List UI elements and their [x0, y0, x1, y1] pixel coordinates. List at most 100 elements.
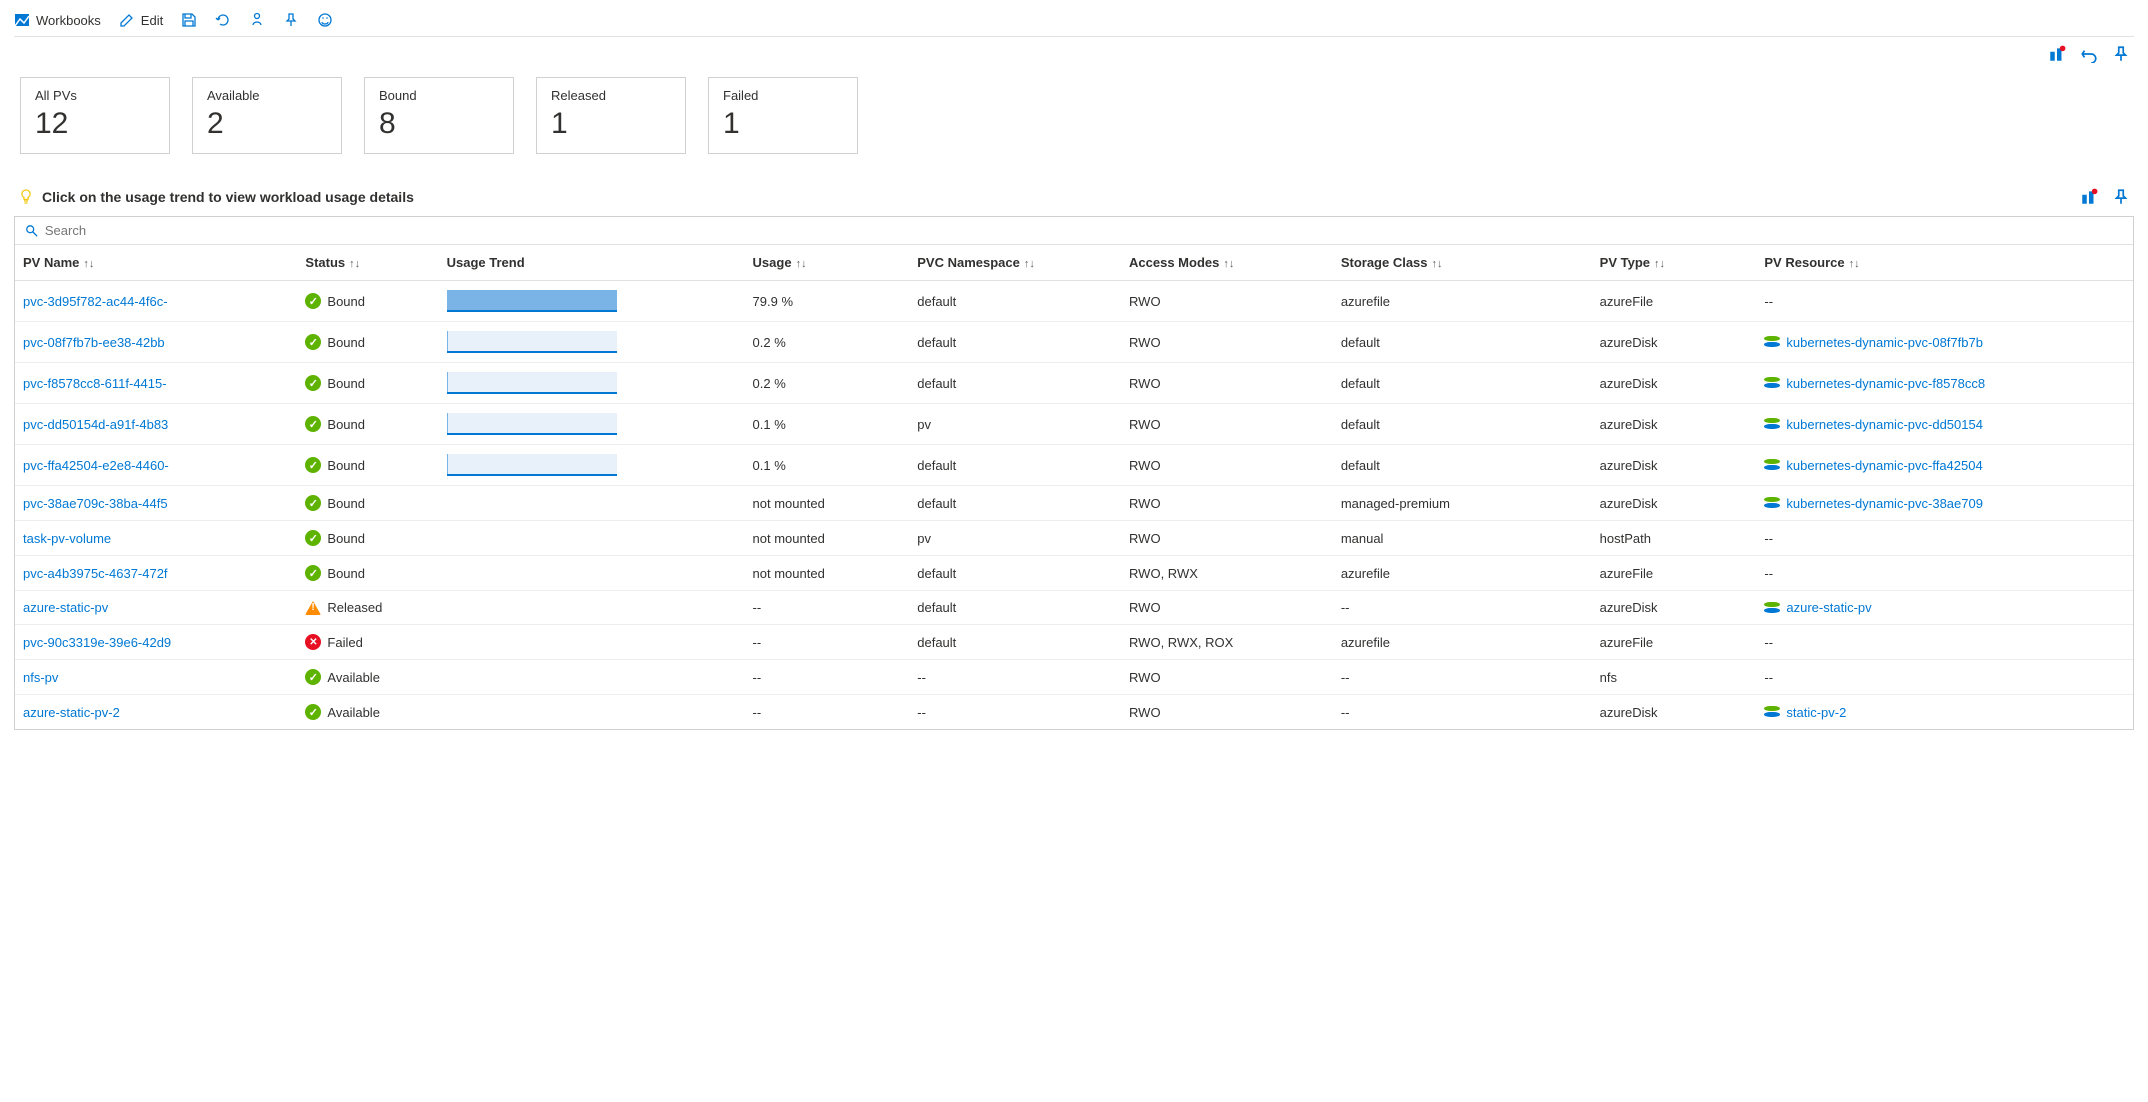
- pvtype-text: azureDisk: [1592, 695, 1757, 730]
- status-text: Bound: [327, 335, 365, 350]
- feedback-icon[interactable]: [317, 12, 333, 28]
- table-header: PV Name↑↓ Status↑↓ Usage Trend Usage↑↓ P…: [15, 245, 2133, 281]
- col-access[interactable]: Access Modes↑↓: [1121, 245, 1333, 281]
- edit-button[interactable]: Edit: [119, 12, 163, 28]
- disk-icon: [1764, 377, 1780, 389]
- col-trend[interactable]: Usage Trend: [439, 245, 745, 281]
- pv-name-link[interactable]: pvc-dd50154d-a91f-4b83: [23, 417, 168, 432]
- pv-resource-text: --: [1764, 294, 1773, 309]
- namespace-text: default: [909, 625, 1121, 660]
- pvtype-text: azureDisk: [1592, 363, 1757, 404]
- usage-text: not mounted: [745, 486, 910, 521]
- workbooks-icon: [14, 12, 30, 28]
- hint-actions: [2080, 188, 2130, 206]
- namespace-text: default: [909, 591, 1121, 625]
- summary-card[interactable]: Failed 1: [708, 77, 858, 154]
- pvtype-text: azureDisk: [1592, 322, 1757, 363]
- pv-resource-text: --: [1764, 635, 1773, 650]
- undo-icon[interactable]: [2080, 45, 2098, 63]
- summary-card[interactable]: Released 1: [536, 77, 686, 154]
- lightbulb-icon: [18, 189, 34, 205]
- usage-text: --: [745, 625, 910, 660]
- col-pvname[interactable]: PV Name↑↓: [15, 245, 297, 281]
- card-label: Failed: [723, 88, 843, 103]
- storageclass-text: default: [1333, 404, 1592, 445]
- status-text: Bound: [327, 376, 365, 391]
- pv-name-link[interactable]: pvc-f8578cc8-611f-4415-: [23, 376, 167, 391]
- pv-resource-link[interactable]: static-pv-2: [1786, 705, 1846, 720]
- status-icon: [305, 334, 321, 350]
- pvtype-text: azureFile: [1592, 625, 1757, 660]
- col-sc[interactable]: Storage Class↑↓: [1333, 245, 1592, 281]
- pv-name-link[interactable]: task-pv-volume: [23, 531, 111, 546]
- pvtype-text: azureDisk: [1592, 445, 1757, 486]
- pv-name-link[interactable]: pvc-3d95f782-ac44-4f6c-: [23, 294, 168, 309]
- pvtype-text: hostPath: [1592, 521, 1757, 556]
- pin-icon[interactable]: [2112, 45, 2130, 63]
- pv-name-link[interactable]: azure-static-pv: [23, 600, 108, 615]
- pv-name-link[interactable]: pvc-ffa42504-e2e8-4460-: [23, 458, 169, 473]
- storageclass-text: default: [1333, 445, 1592, 486]
- usage-trend-bar[interactable]: [447, 413, 617, 435]
- pv-resource-link[interactable]: kubernetes-dynamic-pvc-dd50154: [1786, 417, 1983, 432]
- table-row: azure-static-pv-2 Available -- -- RWO --…: [15, 695, 2133, 730]
- usage-trend-bar[interactable]: [447, 372, 617, 394]
- compare-icon[interactable]: [2080, 188, 2098, 206]
- status-icon: [305, 416, 321, 432]
- usage-text: 79.9 %: [745, 281, 910, 322]
- workbooks-button[interactable]: Workbooks: [14, 12, 101, 28]
- search-input[interactable]: [45, 223, 2123, 238]
- save-icon[interactable]: [181, 12, 197, 28]
- hint-text: Click on the usage trend to view workloa…: [18, 189, 414, 205]
- top-toolbar: Workbooks Edit: [14, 8, 2134, 37]
- card-value: 12: [35, 107, 155, 141]
- col-type[interactable]: PV Type↑↓: [1592, 245, 1757, 281]
- table-row: pvc-ffa42504-e2e8-4460- Bound 0.1 % defa…: [15, 445, 2133, 486]
- table-row: pvc-f8578cc8-611f-4415- Bound 0.2 % defa…: [15, 363, 2133, 404]
- access-text: RWO: [1121, 322, 1333, 363]
- disk-icon: [1764, 336, 1780, 348]
- table-row: pvc-3d95f782-ac44-4f6c- Bound 79.9 % def…: [15, 281, 2133, 322]
- col-res[interactable]: PV Resource↑↓: [1756, 245, 2133, 281]
- summary-card[interactable]: All PVs 12: [20, 77, 170, 154]
- summary-card[interactable]: Bound 8: [364, 77, 514, 154]
- storageclass-text: --: [1333, 591, 1592, 625]
- share-icon[interactable]: [249, 12, 265, 28]
- pv-resource-link[interactable]: kubernetes-dynamic-pvc-ffa42504: [1786, 458, 1982, 473]
- col-status[interactable]: Status↑↓: [297, 245, 438, 281]
- status-text: Bound: [327, 417, 365, 432]
- access-text: RWO, RWX, ROX: [1121, 625, 1333, 660]
- usage-text: 0.1 %: [745, 404, 910, 445]
- pin-icon[interactable]: [283, 12, 299, 28]
- access-text: RWO: [1121, 486, 1333, 521]
- pv-resource-link[interactable]: kubernetes-dynamic-pvc-08f7fb7b: [1786, 335, 1983, 350]
- summary-card[interactable]: Available 2: [192, 77, 342, 154]
- storageclass-text: manual: [1333, 521, 1592, 556]
- usage-trend-bar[interactable]: [447, 454, 617, 476]
- col-ns[interactable]: PVC Namespace↑↓: [909, 245, 1121, 281]
- col-usage[interactable]: Usage↑↓: [745, 245, 910, 281]
- pv-name-link[interactable]: azure-static-pv-2: [23, 705, 120, 720]
- pv-name-link[interactable]: nfs-pv: [23, 670, 58, 685]
- refresh-icon[interactable]: [215, 12, 231, 28]
- pvtype-text: azureDisk: [1592, 486, 1757, 521]
- pv-resource-link[interactable]: kubernetes-dynamic-pvc-f8578cc8: [1786, 376, 1985, 391]
- pv-resource-link[interactable]: kubernetes-dynamic-pvc-38ae709: [1786, 496, 1983, 511]
- access-text: RWO, RWX: [1121, 556, 1333, 591]
- storageclass-text: --: [1333, 695, 1592, 730]
- pv-name-link[interactable]: pvc-08f7fb7b-ee38-42bb: [23, 335, 165, 350]
- status-text: Bound: [327, 566, 365, 581]
- pv-name-link[interactable]: pvc-90c3319e-39e6-42d9: [23, 635, 171, 650]
- table-row: pvc-08f7fb7b-ee38-42bb Bound 0.2 % defau…: [15, 322, 2133, 363]
- pv-name-link[interactable]: pvc-a4b3975c-4637-472f: [23, 566, 168, 581]
- pv-resource-text: --: [1764, 566, 1773, 581]
- compare-icon[interactable]: [2048, 45, 2066, 63]
- usage-trend-bar[interactable]: [447, 290, 617, 312]
- pin-icon[interactable]: [2112, 188, 2130, 206]
- usage-trend-bar[interactable]: [447, 331, 617, 353]
- pv-resource-link[interactable]: azure-static-pv: [1786, 600, 1871, 615]
- status-icon: [305, 565, 321, 581]
- status-text: Available: [327, 670, 380, 685]
- card-value: 8: [379, 107, 499, 141]
- pv-name-link[interactable]: pvc-38ae709c-38ba-44f5: [23, 496, 168, 511]
